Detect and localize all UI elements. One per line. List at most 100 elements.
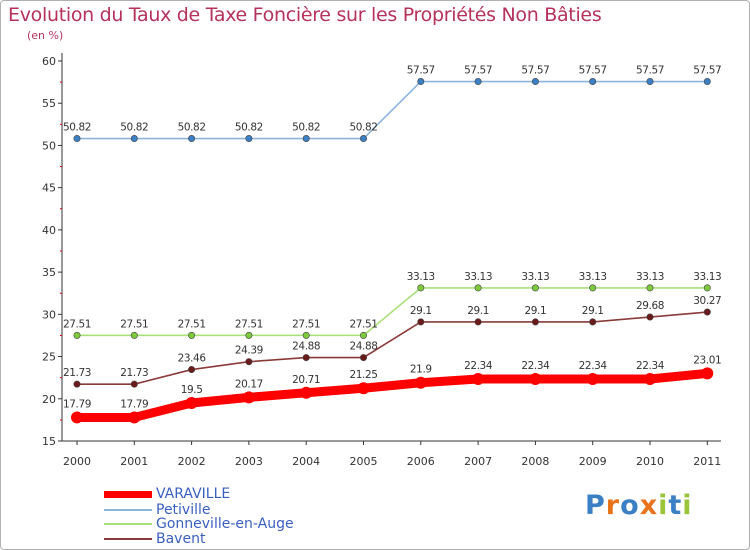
data-point-petiville (73, 135, 81, 143)
data-point-bavent (417, 318, 425, 326)
x-tick-label: 2008 (521, 455, 549, 468)
y-tick-label: 40 (42, 224, 56, 237)
data-point-bavent (474, 318, 482, 326)
x-tick-label: 2000 (63, 455, 91, 468)
data-point-bavent (589, 318, 597, 326)
data-point-varaville (586, 373, 599, 386)
data-label-varaville: 17.79 (63, 398, 91, 410)
data-point-gonneville-en-auge (359, 331, 367, 339)
x-tick-label: 2001 (120, 455, 148, 468)
data-label-bavent: 23.46 (178, 353, 207, 365)
data-label-bavent: 29.1 (467, 305, 489, 317)
data-point-petiville (703, 78, 711, 86)
series-line-varaville (72, 368, 712, 422)
x-tick-label: 2009 (579, 455, 607, 468)
data-label-varaville: 20.71 (292, 374, 320, 386)
data-label-petiville: 57.57 (693, 65, 721, 77)
data-point-gonneville-en-auge (73, 331, 81, 339)
logo-letter: t (668, 490, 683, 521)
data-point-varaville (414, 376, 427, 389)
data-point-bavent (703, 308, 711, 316)
data-point-varaville (357, 382, 370, 395)
y-tick-label: 25 (42, 351, 56, 364)
data-point-bavent (188, 366, 196, 374)
data-label-varaville: 22.34 (521, 360, 550, 372)
data-label-bavent: 29.68 (636, 300, 664, 312)
data-label-petiville: 50.82 (292, 122, 320, 134)
data-label-varaville: 21.25 (349, 369, 377, 381)
data-point-petiville (531, 78, 539, 86)
data-point-varaville (300, 386, 313, 399)
data-point-varaville (701, 367, 714, 380)
data-point-gonneville-en-auge (302, 331, 310, 339)
x-tick-label: 2004 (292, 455, 320, 468)
y-tick-label: 60 (42, 55, 56, 68)
data-label-gonneville-en-auge: 33.13 (521, 271, 549, 283)
x-tick-label: 2005 (350, 455, 378, 468)
data-label-bavent: 21.73 (120, 367, 148, 379)
data-label-petiville: 50.82 (349, 122, 377, 134)
logo-letter: o (620, 490, 640, 521)
x-tick-label: 2011 (693, 455, 721, 468)
data-point-varaville (71, 411, 83, 424)
legend-swatch-bavent (104, 538, 152, 540)
data-label-varaville: 22.34 (464, 360, 493, 372)
logo-letter: i (658, 490, 669, 521)
data-label-bavent: 24.88 (349, 341, 377, 353)
data-label-gonneville-en-auge: 33.13 (464, 271, 492, 283)
data-point-varaville (644, 373, 656, 386)
series-line-bavent (76, 311, 709, 385)
y-tick-label: 55 (42, 97, 56, 110)
data-labels-layer: 50.82 50.82 50.82 50.82 50.82 50.82 57.57 57.57… (63, 65, 722, 411)
chart-title: Evolution du Taux de Taxe Foncière sur l… (8, 4, 602, 26)
data-point-gonneville-en-auge (531, 284, 539, 292)
logo-letter: i (682, 490, 693, 521)
data-label-gonneville-en-auge: 33.13 (693, 271, 721, 283)
data-label-bavent: 24.39 (235, 345, 263, 357)
data-label-petiville: 57.57 (579, 65, 607, 77)
data-point-gonneville-en-auge (589, 284, 597, 292)
y-tick-label: 45 (42, 182, 56, 195)
x-tick-label: 2006 (407, 455, 435, 468)
data-point-petiville (646, 78, 654, 86)
y-tick-label: 30 (42, 308, 56, 321)
data-point-petiville (417, 78, 425, 86)
data-point-bavent (245, 358, 253, 366)
data-point-gonneville-en-auge (417, 284, 425, 292)
data-label-bavent: 29.1 (525, 305, 547, 317)
data-point-varaville (472, 373, 485, 386)
data-label-varaville: 20.17 (235, 378, 263, 390)
data-point-varaville (128, 411, 141, 424)
legend-label-petiville: Petiville (156, 502, 211, 518)
x-tick-label: 2003 (235, 455, 263, 468)
data-point-petiville (302, 135, 310, 143)
data-point-gonneville-en-auge (245, 331, 253, 339)
data-point-bavent (302, 354, 310, 362)
data-point-petiville (130, 135, 138, 143)
data-point-gonneville-en-auge (703, 284, 711, 292)
y-tick-label: 35 (42, 266, 56, 279)
y-axis-unit-label: (en %) (27, 29, 64, 42)
data-label-gonneville-en-auge: 27.51 (63, 318, 91, 330)
data-label-bavent: 30.27 (693, 295, 721, 307)
series-line-petiville (76, 80, 709, 140)
data-label-varaville: 19.5 (181, 384, 203, 396)
legend-swatch-gonneville (104, 523, 152, 525)
data-point-petiville (474, 78, 482, 86)
y-tick-label: 20 (42, 393, 56, 406)
legend-swatch-varaville (104, 491, 152, 498)
data-point-bavent (359, 354, 367, 362)
data-label-gonneville-en-auge: 33.13 (636, 271, 664, 283)
data-label-petiville: 50.82 (63, 122, 91, 134)
data-point-bavent (130, 380, 138, 388)
data-label-gonneville-en-auge: 27.51 (349, 318, 377, 330)
data-point-bavent (646, 313, 654, 321)
data-label-petiville: 50.82 (120, 122, 148, 134)
logo-letter: P (585, 490, 606, 521)
data-label-varaville: 17.79 (120, 398, 148, 410)
x-tick-label: 2002 (178, 455, 206, 468)
y-tick-label: 15 (42, 435, 56, 448)
data-label-varaville: 23.01 (693, 354, 721, 366)
